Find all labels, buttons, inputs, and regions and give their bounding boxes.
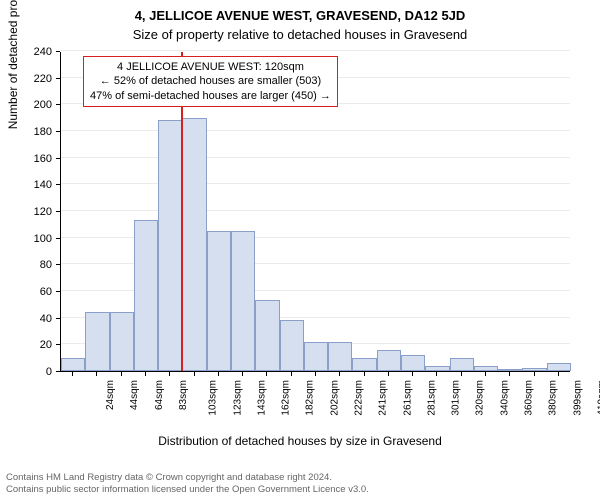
- chart-container: Number of detached properties 0204060801…: [0, 42, 600, 442]
- x-tick-mark: [266, 372, 267, 376]
- histogram-bar: [110, 312, 134, 371]
- y-tick-label: 180: [34, 126, 52, 138]
- y-axis-ticks: 020406080100120140160180200220240: [0, 52, 56, 372]
- x-tick-label: 281sqm: [426, 380, 437, 416]
- histogram-bar: [328, 342, 352, 371]
- x-tick-mark: [436, 372, 437, 376]
- histogram-bar: [547, 363, 571, 371]
- x-tick-mark: [461, 372, 462, 376]
- y-tick-label: 80: [40, 259, 52, 271]
- y-tick-label: 140: [34, 179, 52, 191]
- x-tick-label: 44sqm: [129, 380, 140, 410]
- x-tick-mark: [72, 372, 73, 376]
- x-tick-label: 24sqm: [105, 380, 116, 410]
- x-tick-mark: [412, 372, 413, 376]
- x-tick-mark: [339, 372, 340, 376]
- x-tick-label: 182sqm: [305, 380, 316, 416]
- x-tick-label: 103sqm: [208, 380, 219, 416]
- histogram-bar: [231, 231, 255, 371]
- footer-line2: Contains public sector information licen…: [6, 484, 369, 496]
- page-subtitle: Size of property relative to detached ho…: [0, 23, 600, 42]
- y-tick-label: 20: [40, 339, 52, 351]
- histogram-bar: [280, 320, 304, 371]
- x-tick-label: 123sqm: [232, 380, 243, 416]
- y-tick-label: 120: [34, 206, 52, 218]
- page-title-address: 4, JELLICOE AVENUE WEST, GRAVESEND, DA12…: [0, 0, 600, 23]
- y-tick-label: 220: [34, 73, 52, 85]
- histogram-bar: [207, 231, 231, 371]
- x-tick-mark: [242, 372, 243, 376]
- annotation-box: 4 JELLICOE AVENUE WEST: 120sqm ← 52% of …: [83, 56, 338, 107]
- x-tick-mark: [218, 372, 219, 376]
- x-tick-label: 399sqm: [572, 380, 583, 416]
- histogram-bar: [352, 358, 376, 371]
- x-tick-label: 202sqm: [329, 380, 340, 416]
- footer-attribution: Contains HM Land Registry data © Crown c…: [6, 472, 369, 496]
- x-tick-mark: [169, 372, 170, 376]
- x-tick-mark: [558, 372, 559, 376]
- x-axis-ticks: 24sqm 44sqm 64sqm 83sqm 103sqm 123sqm 143sqm 16…: [60, 374, 570, 432]
- gridline: [61, 157, 570, 158]
- x-tick-label: 162sqm: [281, 380, 292, 416]
- x-tick-label: 419sqm: [596, 380, 600, 416]
- gridline: [61, 50, 570, 51]
- histogram-bar: [450, 358, 474, 371]
- x-tick-mark: [534, 372, 535, 376]
- x-tick-label: 261sqm: [402, 380, 413, 416]
- x-tick-label: 241sqm: [378, 380, 389, 416]
- x-tick-label: 301sqm: [451, 380, 462, 416]
- x-tick-mark: [291, 372, 292, 376]
- x-tick-label: 340sqm: [499, 380, 510, 416]
- annotation-line3: 47% of semi-detached houses are larger (…: [90, 89, 331, 103]
- footer-line1: Contains HM Land Registry data © Crown c…: [6, 472, 369, 484]
- x-tick-mark: [509, 372, 510, 376]
- histogram-bar: [255, 300, 279, 371]
- histogram-bar: [425, 366, 449, 371]
- x-tick-mark: [194, 372, 195, 376]
- histogram-bar: [85, 312, 109, 371]
- histogram-bar: [134, 220, 158, 371]
- annotation-line2: ← 52% of detached houses are smaller (50…: [90, 74, 331, 88]
- histogram-bar: [304, 342, 328, 371]
- histogram-bar: [498, 369, 522, 371]
- y-tick-label: 0: [46, 366, 52, 378]
- x-tick-mark: [485, 372, 486, 376]
- x-tick-label: 222sqm: [354, 380, 365, 416]
- gridline: [61, 210, 570, 211]
- x-tick-mark: [121, 372, 122, 376]
- x-tick-label: 360sqm: [524, 380, 535, 416]
- histogram-bar: [182, 118, 206, 371]
- plot-area: 4 JELLICOE AVENUE WEST: 120sqm ← 52% of …: [60, 52, 570, 372]
- x-tick-mark: [364, 372, 365, 376]
- x-tick-mark: [315, 372, 316, 376]
- x-tick-label: 83sqm: [178, 380, 189, 410]
- x-tick-label: 143sqm: [256, 380, 267, 416]
- x-axis-label: Distribution of detached houses by size …: [0, 434, 600, 448]
- y-tick-label: 40: [40, 313, 52, 325]
- y-tick-label: 240: [34, 46, 52, 58]
- x-tick-mark: [96, 372, 97, 376]
- y-tick-label: 200: [34, 99, 52, 111]
- histogram-bar: [61, 358, 85, 371]
- y-tick-label: 100: [34, 233, 52, 245]
- x-tick-label: 380sqm: [548, 380, 559, 416]
- x-tick-label: 64sqm: [154, 380, 165, 410]
- annotation-line1: 4 JELLICOE AVENUE WEST: 120sqm: [90, 60, 331, 74]
- x-tick-mark: [145, 372, 146, 376]
- histogram-bar: [158, 120, 182, 371]
- histogram-bar: [401, 355, 425, 371]
- gridline: [61, 183, 570, 184]
- y-tick-label: 160: [34, 153, 52, 165]
- histogram-bar: [522, 368, 546, 371]
- y-tick-label: 60: [40, 286, 52, 298]
- histogram-bar: [377, 350, 401, 371]
- x-tick-mark: [388, 372, 389, 376]
- x-tick-label: 320sqm: [475, 380, 486, 416]
- gridline: [61, 130, 570, 131]
- histogram-bar: [474, 366, 498, 371]
